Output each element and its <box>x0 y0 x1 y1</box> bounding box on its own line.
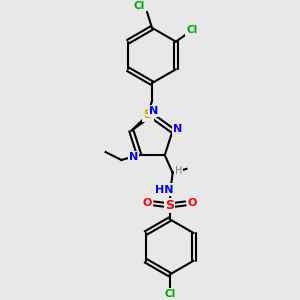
Text: O: O <box>142 198 152 208</box>
Text: N: N <box>149 106 159 116</box>
Text: Cl: Cl <box>164 289 175 299</box>
Text: S: S <box>165 199 174 212</box>
Text: O: O <box>188 198 197 208</box>
Text: N: N <box>129 152 138 162</box>
Text: HN: HN <box>154 184 173 195</box>
Text: H: H <box>175 166 182 176</box>
Text: N: N <box>173 124 182 134</box>
Text: S: S <box>143 108 152 121</box>
Text: Cl: Cl <box>186 25 197 35</box>
Text: Cl: Cl <box>134 1 145 11</box>
